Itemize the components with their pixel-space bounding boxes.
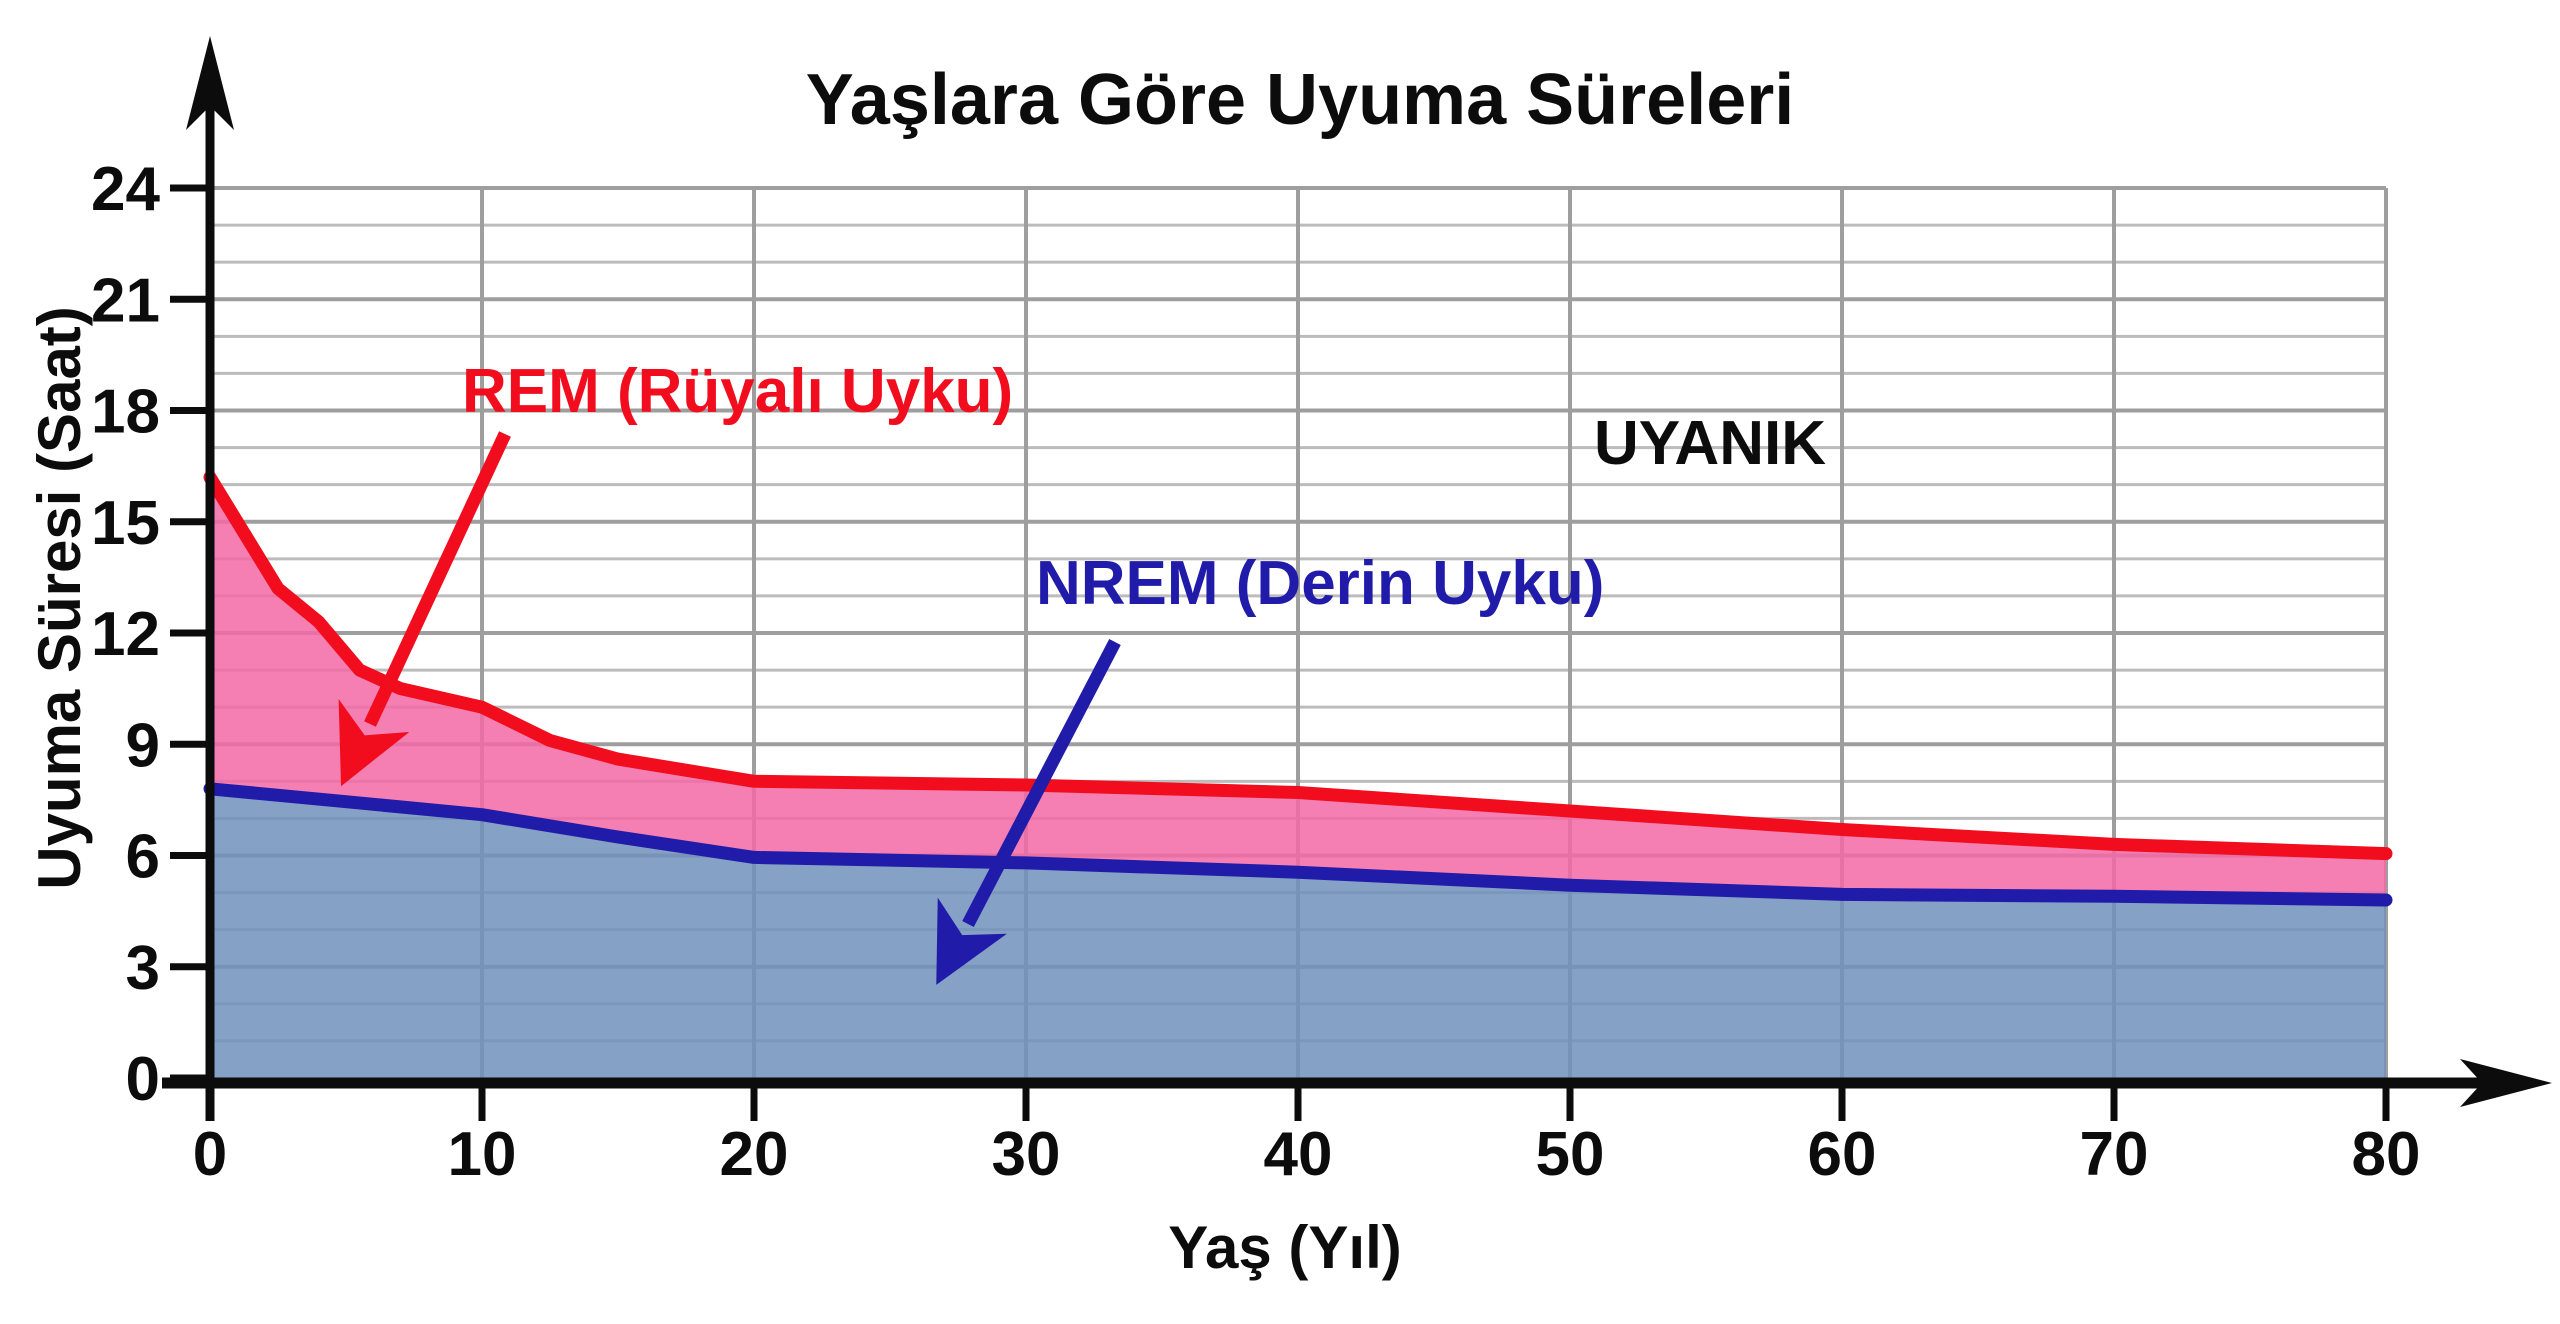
y-tick-label: 21 — [91, 266, 160, 335]
series-curves — [203, 470, 2393, 907]
total-sleep-curve — [203, 470, 2393, 861]
x-tick-label: 10 — [448, 1120, 517, 1189]
x-axis-arrow-icon — [2460, 1059, 2552, 1107]
x-tick-label: 40 — [1264, 1120, 1333, 1189]
x-tick-label: 50 — [1536, 1120, 1605, 1189]
chart-text: Yaşlara Göre Uyuma Süreleri Uyuma Süresi… — [26, 60, 1794, 1281]
rem-band-area — [210, 477, 2386, 900]
y-tick-label: 9 — [126, 711, 160, 780]
chart-title: Yaşlara Göre Uyuma Süreleri — [806, 60, 1795, 140]
x-tick-label: 20 — [720, 1120, 789, 1189]
nrem-band-label: NREM (Derin Uyku) — [1036, 549, 1604, 618]
y-tick-label: 0 — [126, 1045, 160, 1114]
nrem-annotation-arrow — [936, 638, 1121, 985]
y-tick-label: 12 — [91, 600, 160, 669]
rem-annotation-arrow — [338, 431, 511, 787]
y-tick-label: 6 — [126, 823, 160, 892]
y-axis-title: Uyuma Süresi (Saat) — [26, 306, 93, 890]
x-axis-title: Yaş (Yıl) — [1168, 1214, 1401, 1281]
rem-band-label: REM (Rüyalı Uyku) — [462, 357, 1013, 426]
x-tick-label: 70 — [2080, 1120, 2149, 1189]
annotations: REM (Rüyalı Uyku) NREM (Derin Uyku) UYAN… — [338, 357, 1826, 985]
nrem-sleep-curve — [203, 782, 2393, 907]
x-tick-label: 60 — [1808, 1120, 1877, 1189]
axes: 0 3 6 9 12 15 18 21 24 0 10 20 30 40 50 60 70 80 — [91, 36, 2552, 1189]
y-tick-label: 18 — [91, 378, 160, 447]
awake-region-label: UYANIK — [1594, 409, 1826, 478]
y-tick-label: 15 — [91, 489, 160, 558]
y-tick-label: 3 — [126, 934, 160, 1003]
x-tick-label: 80 — [2352, 1120, 2421, 1189]
x-tick-label: 30 — [992, 1120, 1061, 1189]
x-tick-label: 0 — [193, 1120, 227, 1189]
y-tick-label: 24 — [91, 155, 160, 224]
y-axis-arrow-icon — [186, 36, 234, 130]
